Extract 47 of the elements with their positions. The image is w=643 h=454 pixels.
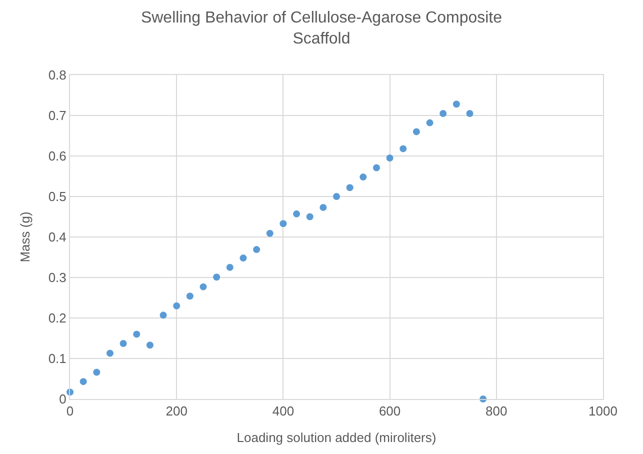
point <box>400 145 407 152</box>
point <box>360 174 367 181</box>
point <box>253 246 260 254</box>
y-tick-label: 0.2 <box>48 310 66 326</box>
point <box>240 254 247 262</box>
point <box>306 213 314 220</box>
point <box>186 292 194 300</box>
point <box>106 350 114 357</box>
point <box>200 283 207 290</box>
point <box>213 274 220 281</box>
y-axis-title: Mass (g) <box>17 212 32 262</box>
point <box>346 184 354 192</box>
y-tick-label: 0 <box>59 392 66 407</box>
point <box>93 368 100 376</box>
point <box>466 110 474 117</box>
x-tick-label: 1000 <box>588 404 618 419</box>
point <box>226 264 234 271</box>
point <box>266 230 274 237</box>
y-tick-label: 0.1 <box>48 351 66 366</box>
x-tick-label: 600 <box>378 404 401 419</box>
y-tick-label: 0.7 <box>48 108 66 124</box>
point <box>133 330 140 338</box>
y-tick-label: 0.3 <box>48 270 66 286</box>
x-axis-title: Loading solution added (miroliters) <box>236 430 436 446</box>
point <box>160 312 167 319</box>
y-tick-label: 0.4 <box>48 230 66 245</box>
point <box>452 100 460 108</box>
point <box>386 154 394 162</box>
point <box>120 340 127 348</box>
point <box>173 302 180 310</box>
point <box>440 110 447 117</box>
point <box>426 119 434 126</box>
point <box>333 193 340 200</box>
point <box>293 210 300 218</box>
point <box>280 220 287 228</box>
y-tick-label: 0.5 <box>48 189 66 204</box>
point <box>146 342 154 349</box>
x-tick-label: 800 <box>486 404 508 419</box>
x-tick-label: 400 <box>272 404 294 419</box>
y-tick-label: 0.8 <box>48 68 66 83</box>
point <box>412 128 420 136</box>
point <box>372 164 380 172</box>
y-tick-label: 0.6 <box>48 148 66 164</box>
point <box>320 204 327 211</box>
x-tick-label: 200 <box>166 404 188 419</box>
point <box>80 378 87 386</box>
chart-title: Swelling Behavior of Cellulose-Agarose Composite Scaffold <box>140 10 502 48</box>
